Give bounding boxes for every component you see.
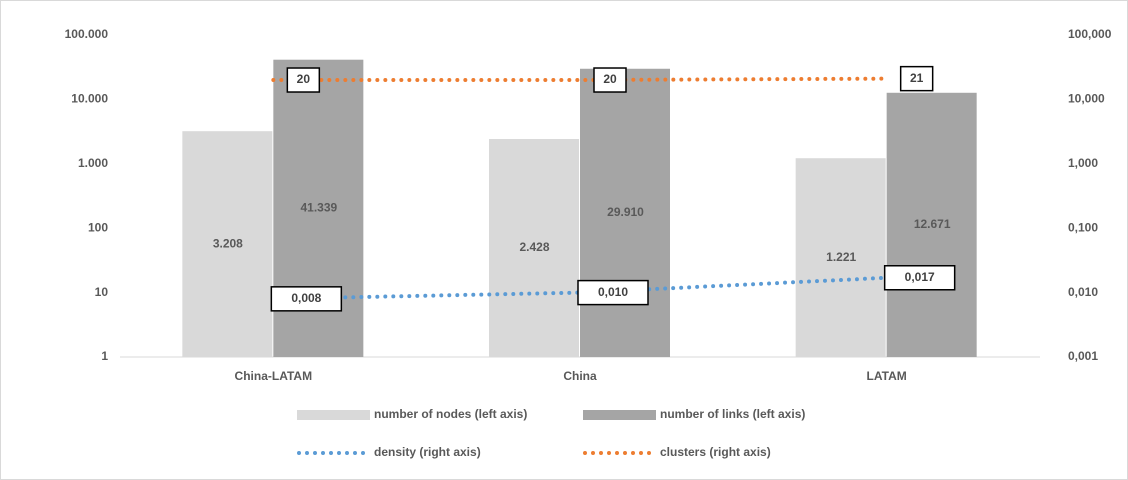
legend-label: number of links (left axis) — [660, 407, 805, 421]
y2-tick-label: 100,000 — [1068, 27, 1112, 41]
x-tick-label: LATAM — [867, 369, 907, 383]
legend-swatch — [583, 410, 656, 420]
data-label: 2.428 — [519, 240, 549, 254]
y2-tick-label: 1,000 — [1068, 156, 1098, 170]
legend-swatch — [297, 410, 370, 420]
line — [271, 275, 889, 301]
y-tick-label: 1.000 — [78, 156, 108, 170]
data-label-box — [577, 279, 649, 306]
data-label: 21 — [910, 71, 924, 85]
x-tick-label: China — [563, 369, 597, 383]
line — [271, 76, 889, 83]
legend-label: number of nodes (left axis) — [374, 407, 527, 421]
data-label: 0,008 — [291, 291, 321, 305]
bar — [489, 138, 579, 357]
y-tick-label: 10 — [95, 285, 109, 299]
bar — [580, 68, 670, 358]
data-label-box — [593, 67, 627, 93]
y2-tick-label: 0,010 — [1068, 285, 1098, 299]
y2-tick-label: 10,000 — [1068, 92, 1105, 106]
data-label-box — [286, 67, 321, 93]
bar — [182, 131, 273, 357]
data-label: 20 — [297, 72, 311, 86]
y-tick-label: 10.000 — [71, 92, 108, 106]
y-tick-label: 100.000 — [65, 27, 109, 41]
data-label-box — [883, 265, 956, 291]
x-tick-label: China-LATAM — [235, 369, 313, 383]
y-tick-label: 100 — [88, 220, 108, 234]
data-label: 29.910 — [607, 205, 644, 219]
data-label-box — [270, 286, 343, 312]
y-tick-label: 1 — [101, 349, 108, 363]
data-label-box — [899, 65, 934, 92]
bar — [886, 92, 977, 357]
data-label: 12.671 — [914, 217, 951, 231]
legend-label: density (right axis) — [374, 445, 481, 459]
bar — [795, 158, 886, 357]
data-label: 0,010 — [598, 285, 628, 299]
legend-label: clusters (right axis) — [660, 445, 771, 459]
y2-tick-label: 0,001 — [1068, 349, 1098, 363]
data-label: 1.221 — [826, 250, 856, 264]
data-label: 20 — [603, 72, 617, 86]
data-label: 0,017 — [905, 270, 935, 284]
y2-tick-label: 0,100 — [1068, 220, 1098, 234]
data-label: 3.208 — [213, 236, 243, 250]
data-label: 41.339 — [300, 201, 337, 215]
